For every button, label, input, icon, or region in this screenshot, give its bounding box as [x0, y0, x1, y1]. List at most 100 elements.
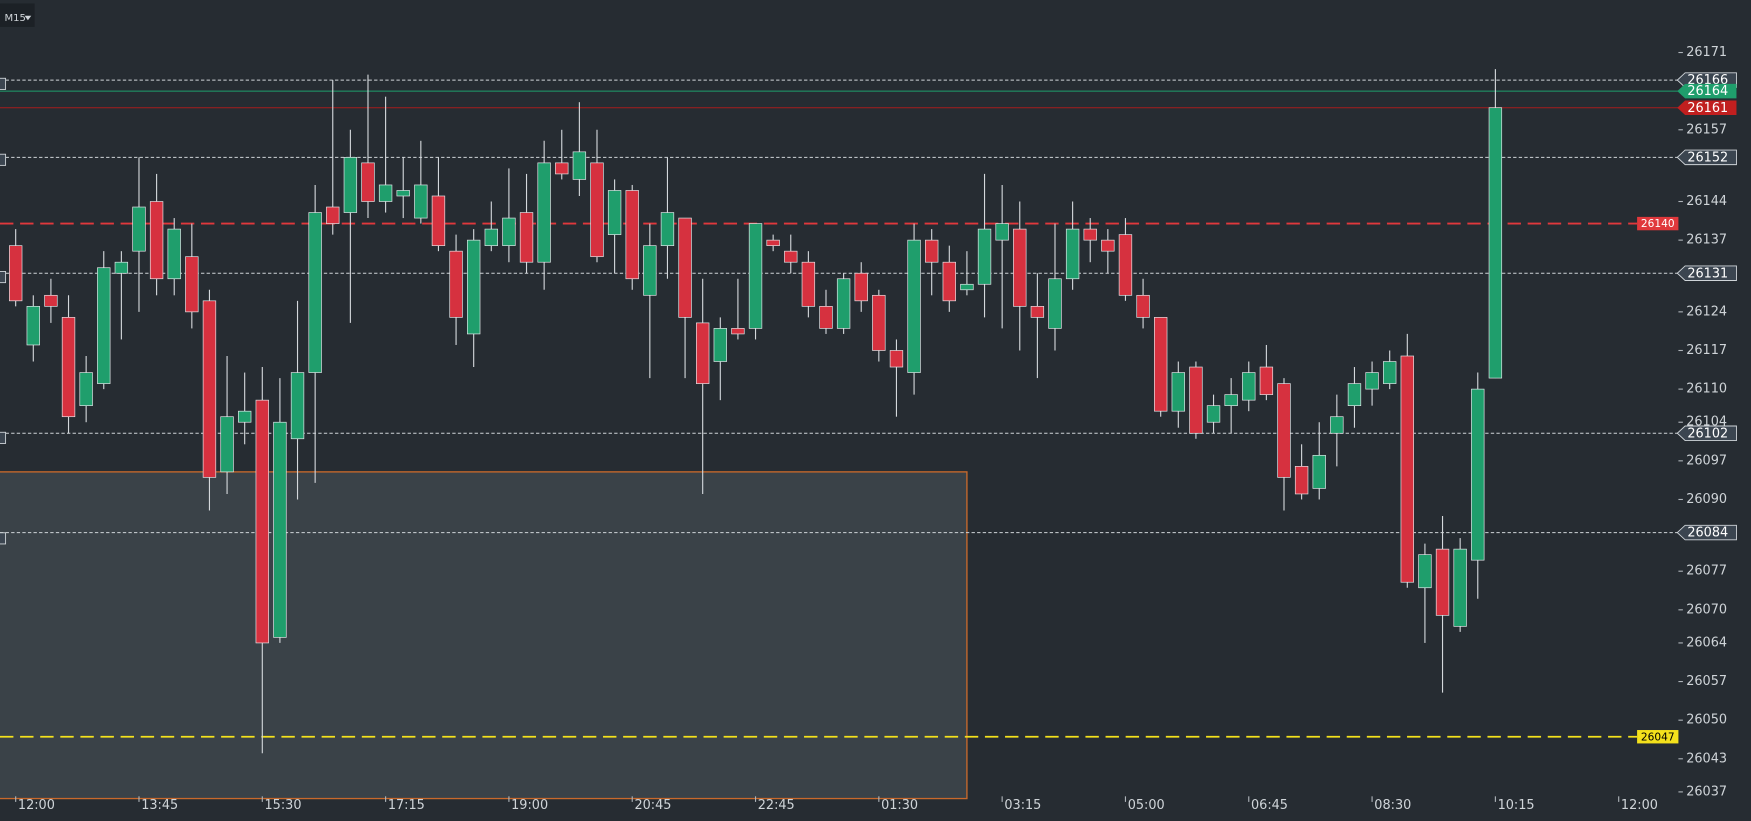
- y-tick-label: 26137: [1686, 233, 1727, 248]
- y-tick-label: 26070: [1686, 602, 1727, 617]
- price-tag: [1676, 524, 1737, 541]
- candle-body: [1154, 317, 1168, 412]
- x-tick-label: 03:15: [1004, 798, 1041, 813]
- candle-body: [590, 162, 604, 258]
- candle-body: [537, 162, 551, 263]
- candle-body: [97, 267, 111, 384]
- x-tick-label: 05:00: [1128, 798, 1165, 813]
- candle-body: [1312, 454, 1326, 489]
- candle-body: [1330, 416, 1344, 434]
- candle-body: [1083, 228, 1097, 241]
- edge-tag: [0, 532, 7, 545]
- left-edge-tags: [0, 77, 7, 545]
- candle-body: [925, 239, 939, 263]
- candle-body: [308, 212, 322, 373]
- y-tick-label: 26090: [1686, 492, 1727, 507]
- candle-body: [766, 239, 780, 246]
- y-tick-label: 26097: [1686, 453, 1727, 468]
- price-tag-label: 26084: [1687, 526, 1728, 541]
- y-tick-label: 26157: [1686, 122, 1727, 137]
- edge-tag: [0, 77, 7, 90]
- y-tick-label: 26037: [1686, 784, 1727, 799]
- candle-body: [220, 416, 234, 473]
- y-tick-label: 26171: [1686, 45, 1727, 60]
- candle-body: [1488, 107, 1503, 379]
- candle-body: [678, 217, 692, 318]
- candle-body: [872, 294, 886, 351]
- candle-body: [643, 245, 657, 296]
- price-tag: [1677, 83, 1737, 99]
- candle-body: [854, 272, 868, 302]
- x-tick-label: 12:00: [1621, 798, 1658, 813]
- candle-body: [290, 372, 305, 440]
- price-tag-label: 26131: [1687, 266, 1728, 281]
- candle-body: [449, 250, 463, 318]
- candle-body: [1259, 366, 1274, 395]
- price-tag: [1676, 265, 1737, 281]
- candle-body: [889, 350, 904, 368]
- candle-body: [995, 223, 1009, 241]
- candle-body: [1101, 239, 1115, 252]
- y-tick-label: 26110: [1686, 382, 1727, 397]
- candle-body: [1453, 548, 1467, 627]
- candle-body: [1294, 466, 1309, 495]
- candle-body: [960, 283, 974, 291]
- y-tick-label: 26144: [1686, 194, 1727, 209]
- candle-body: [185, 256, 199, 313]
- candle-body: [414, 184, 428, 219]
- dropdown-arrow[interactable]: [24, 15, 32, 21]
- candle-body: [202, 300, 217, 478]
- candle-body: [819, 306, 833, 329]
- candle-body: [1171, 372, 1185, 412]
- x-tick-label: 15:30: [265, 798, 302, 813]
- edge-tag: [0, 271, 7, 284]
- candle-body: [748, 223, 763, 329]
- x-tick-label: 10:15: [1498, 798, 1535, 813]
- candle-body: [801, 261, 816, 307]
- y-tick-label: 26124: [1686, 304, 1727, 319]
- candle-body: [1206, 405, 1221, 423]
- candle-body: [44, 294, 58, 307]
- price-tag: [1637, 216, 1679, 231]
- candle-body: [1189, 366, 1203, 434]
- candle-body: [326, 206, 340, 224]
- candle-body: [555, 162, 569, 175]
- y-tick-label: 26043: [1686, 751, 1727, 766]
- candle-body: [572, 151, 587, 180]
- y-tick-label: 26050: [1686, 713, 1727, 728]
- timeframe-button[interactable]: M15: [0, 3, 35, 27]
- candle-body: [1365, 372, 1379, 390]
- candle-body: [1030, 306, 1045, 318]
- candle-body: [273, 421, 287, 638]
- candle-body: [26, 306, 40, 346]
- price-tag-label: 26161: [1687, 101, 1728, 116]
- candle-body: [784, 250, 798, 263]
- x-tick-label: 17:15: [388, 798, 425, 813]
- candle-body: [467, 239, 481, 335]
- candle-body: [396, 190, 410, 197]
- candle-body: [61, 317, 76, 418]
- candle-body: [696, 322, 710, 384]
- candle-body: [361, 162, 375, 202]
- candle-body: [255, 399, 269, 644]
- y-tick-label: 26077: [1686, 564, 1727, 579]
- candle-body: [1065, 228, 1080, 280]
- candle-body: [625, 190, 639, 280]
- timeframe-label[interactable]: M15: [4, 13, 25, 24]
- candle-body: [1118, 234, 1133, 296]
- candle-body: [519, 212, 534, 263]
- candle-body: [977, 228, 992, 285]
- candle-body: [942, 261, 956, 302]
- candle-body: [378, 184, 393, 202]
- candle-body: [484, 228, 498, 246]
- y-tick-label: 26117: [1686, 343, 1727, 358]
- candle-body: [907, 239, 921, 373]
- candle-body: [1224, 394, 1238, 407]
- x-tick-label: 13:45: [141, 798, 178, 813]
- candle-body: [1136, 294, 1150, 318]
- price-tag: [1677, 100, 1737, 115]
- candle-body: [431, 195, 446, 246]
- candle-body: [607, 190, 622, 235]
- timeframe-box[interactable]: [0, 3, 35, 27]
